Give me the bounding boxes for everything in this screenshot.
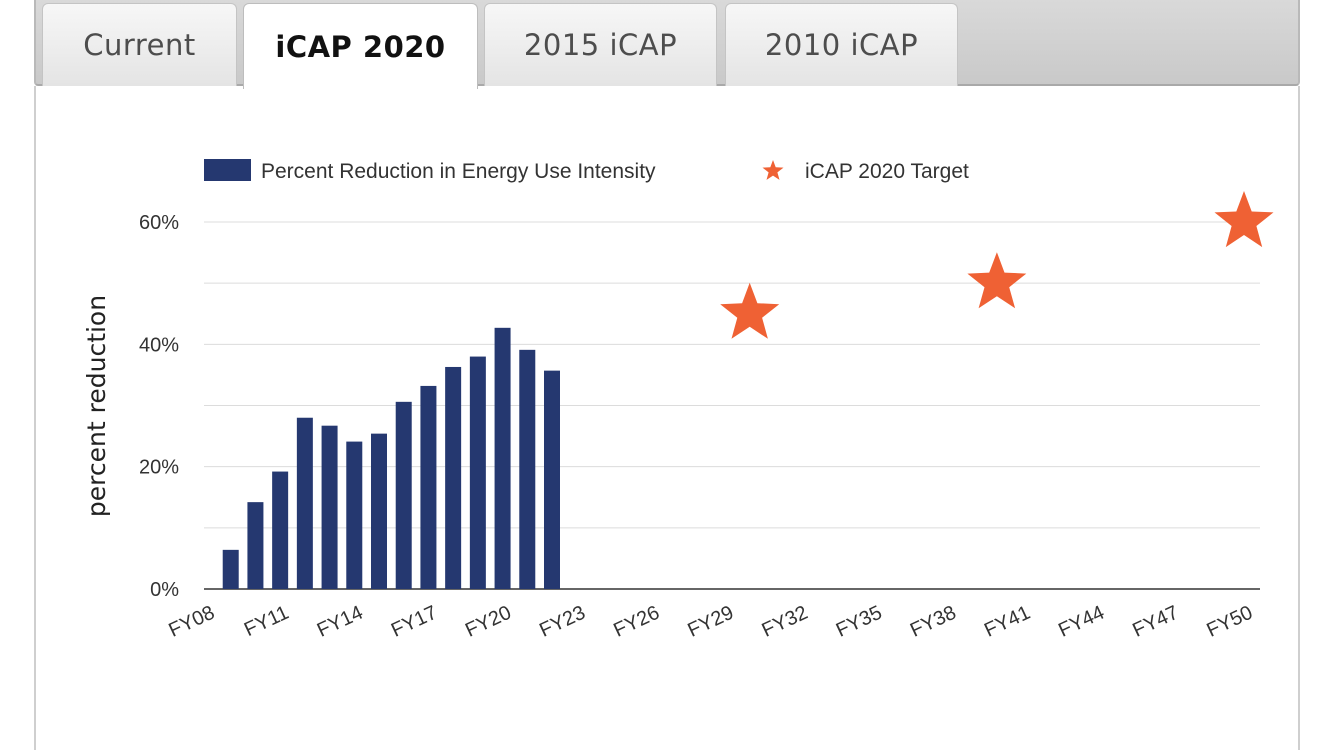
- x-tick-label: FY08: [165, 602, 218, 642]
- x-tick-label: FY17: [388, 602, 441, 642]
- bar: [544, 370, 560, 589]
- bar: [247, 502, 264, 589]
- x-tick-label: FY41: [981, 602, 1034, 642]
- bar: [494, 327, 511, 589]
- legend-bar-swatch: [204, 159, 251, 181]
- legend-label-target: iCAP 2020 Target: [805, 160, 969, 183]
- tab-2015-icap[interactable]: 2015 iCAP: [484, 3, 717, 86]
- bar: [346, 441, 363, 589]
- bar: [296, 417, 313, 589]
- bars: [222, 327, 560, 589]
- y-tick-label: 40%: [139, 334, 179, 356]
- bar: [321, 425, 338, 589]
- bar: [469, 356, 486, 589]
- energy-reduction-chart: Percent Reduction in Energy Use Intensit…: [82, 159, 1274, 642]
- bar: [395, 401, 412, 589]
- bar: [445, 366, 462, 589]
- x-tick-label: FY47: [1129, 602, 1182, 642]
- y-tick-labels: 0% 20% 40% 60%: [139, 212, 179, 601]
- x-tick-label: FY14: [314, 602, 367, 642]
- x-tick-label: FY38: [907, 602, 960, 642]
- legend: Percent Reduction in Energy Use Intensit…: [204, 159, 969, 183]
- x-tick-label: FY20: [462, 602, 515, 642]
- bar: [420, 385, 437, 589]
- y-tick-label: 60%: [139, 212, 179, 234]
- target-stars: [720, 191, 1274, 339]
- target-star: [967, 252, 1027, 309]
- target-star: [1214, 191, 1274, 248]
- tab-icap-2020[interactable]: iCAP 2020: [243, 3, 478, 89]
- legend-star-icon: [762, 160, 784, 180]
- x-tick-label: FY11: [241, 602, 292, 642]
- bar: [272, 471, 289, 589]
- x-tick-label: FY29: [684, 602, 737, 642]
- y-tick-label: 20%: [139, 457, 179, 479]
- x-tick-label: FY44: [1055, 602, 1108, 642]
- y-axis-label: percent reduction: [82, 295, 111, 517]
- x-tick-label: FY32: [759, 602, 812, 642]
- tab-bar: Current iCAP 2020 2015 iCAP 2010 iCAP: [34, 0, 1300, 89]
- x-tick-label: FY26: [610, 602, 663, 642]
- x-tick-label: FY50: [1203, 602, 1256, 642]
- x-tick-labels: FY08 FY11 FY14 FY17 FY20 FY23 FY26 FY29 FY32 FY35…: [165, 602, 1256, 642]
- bar: [519, 349, 536, 589]
- y-tick-label: 0%: [150, 579, 179, 601]
- x-tick-label: FY23: [536, 602, 589, 642]
- tab-2010-icap[interactable]: 2010 iCAP: [725, 3, 958, 86]
- legend-label-reduction: Percent Reduction in Energy Use Intensit…: [261, 160, 656, 183]
- x-tick-label: FY35: [833, 602, 886, 642]
- tab-current[interactable]: Current: [42, 3, 237, 86]
- bar: [222, 549, 239, 589]
- bar: [371, 433, 387, 589]
- target-star: [720, 282, 780, 339]
- gridlines: [204, 221, 1260, 590]
- chart-panel: Percent Reduction in Energy Use Intensit…: [34, 86, 1300, 750]
